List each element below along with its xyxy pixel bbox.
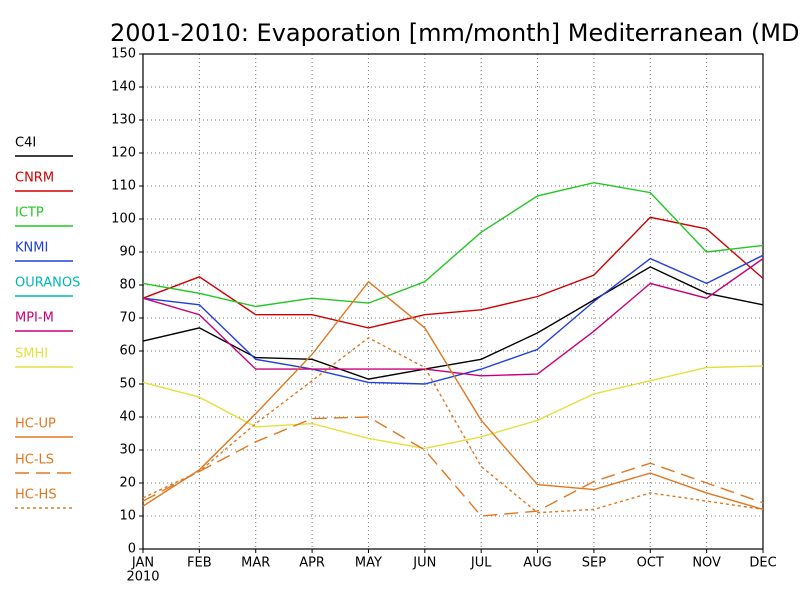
series-line (142, 336, 764, 514)
chart-title: 2001-2010: Evaporation [mm/month] Medite… (110, 19, 800, 47)
legend-label: HC-HS (15, 488, 57, 503)
series-line (142, 254, 764, 385)
x-tick-label: NOV (692, 556, 721, 571)
x-tick-label: FEB (187, 556, 212, 571)
legend-label: CNRM (15, 171, 54, 186)
y-tick-label: 100 (111, 212, 136, 227)
plot-frame (142, 53, 764, 550)
legend-label: MPI-M (15, 311, 54, 326)
y-tick-label: 30 (119, 443, 136, 458)
legend-label: HC-LS (15, 453, 54, 468)
legend-label: C4I (15, 136, 36, 151)
series-line (142, 280, 764, 511)
x-tick-label: JUN (412, 556, 436, 571)
x-tick-label: MAY (355, 556, 382, 571)
series-line (142, 416, 764, 517)
y-tick-label: 10 (119, 509, 136, 524)
y-tick-label: 0 (128, 542, 136, 557)
y-tick-label: 70 (119, 311, 136, 326)
legend-label: OURANOS (15, 276, 80, 291)
x-tick-label: APR (299, 556, 325, 571)
y-tick-label: 40 (119, 410, 136, 425)
x-tick-label: AUG (523, 556, 551, 571)
series-line (142, 258, 764, 377)
x-tick-label: JAN (131, 556, 154, 571)
y-tick-label: 50 (119, 377, 136, 392)
x-tick-label: DEC (749, 556, 776, 571)
series-line (142, 181, 764, 308)
legend-label: HC-UP (15, 417, 56, 432)
x-tick-label: JUL (470, 556, 492, 571)
legend-label: KNMI (15, 241, 48, 256)
y-tick-label: 20 (119, 476, 136, 491)
series-line (142, 266, 764, 380)
series-line (142, 216, 764, 329)
x-tick-label: SEP (582, 556, 606, 571)
y-tick-label: 130 (111, 113, 136, 128)
y-tick-label: 80 (119, 278, 136, 293)
y-tick-label: 120 (111, 146, 136, 161)
y-tick-label: 110 (111, 179, 136, 194)
y-tick-label: 150 (111, 47, 136, 62)
legend-label: SMHI (15, 347, 48, 362)
x-tick-label: OCT (637, 556, 664, 571)
series-line (142, 365, 764, 450)
y-tick-label: 60 (119, 344, 136, 359)
x-tick-label: MAR (241, 556, 270, 571)
y-tick-label: 90 (119, 245, 136, 260)
legend-label: ICTP (15, 206, 44, 221)
x-sublabel: 2010 (126, 570, 159, 585)
y-tick-label: 140 (111, 80, 136, 95)
